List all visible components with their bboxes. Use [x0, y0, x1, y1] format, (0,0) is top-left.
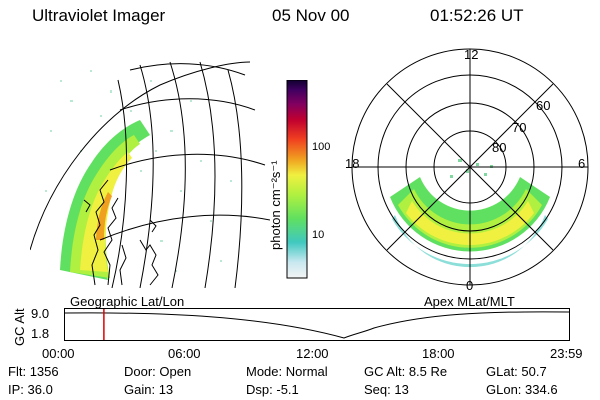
right-panel-label: Apex MLat/MLT [424, 294, 515, 309]
polar-oval-core [406, 201, 534, 245]
polar-grid [351, 48, 589, 286]
status-seq: Seq: 13 [364, 382, 409, 397]
status-gc-alt: GC Alt: 8.5 Re [364, 364, 448, 379]
status-ip: IP: 36.0 [8, 382, 53, 397]
auroral-band-hot [96, 192, 112, 240]
colorbar-tick-100: 100 [312, 141, 331, 153]
orbit-x-tick-1: 06:00 [168, 346, 201, 361]
colorbar [286, 80, 308, 279]
coastlines [83, 179, 159, 286]
lat-lon-grid [99, 61, 270, 288]
orbit-altitude-curve [64, 311, 570, 339]
orbit-y-axis-label: GC Alt [12, 308, 27, 346]
lat-label-60: 60 [536, 98, 551, 113]
status-flt: Flt: 1356 [8, 364, 59, 379]
date-label: 05 Nov 00 [272, 6, 350, 25]
lat-label-80: 80 [492, 140, 507, 155]
geographic-image [30, 61, 270, 288]
time-label: 01:52:26 UT [430, 6, 524, 25]
status-door: Door: Open [124, 364, 192, 379]
status-gain: Gain: 13 [124, 382, 174, 397]
status-dsp: Dsp: -5.1 [246, 382, 299, 397]
orbit-x-tick-4: 23:59 [550, 346, 583, 361]
instrument-title: Ultraviolet Imager [32, 6, 166, 25]
clock-label-right: 6 [578, 156, 586, 171]
orbit-y-tick-high: 9.0 [31, 306, 50, 321]
orbit-y-tick-low: 1.8 [31, 326, 50, 341]
orbit-x-tick-3: 18:00 [422, 346, 455, 361]
status-mode: Mode: Normal [246, 364, 328, 379]
clock-label-bottom: 0 [466, 278, 474, 293]
polar-image [351, 48, 589, 286]
clock-label-top: 12 [464, 47, 479, 62]
left-panel-label: Geographic Lat/Lon [70, 294, 185, 309]
earth-limb [30, 61, 251, 251]
colorbar-tick-10: 10 [312, 229, 325, 241]
orbit-x-tick-0: 00:00 [42, 346, 75, 361]
clock-label-left: 18 [345, 156, 360, 171]
lat-label-70: 70 [512, 120, 527, 135]
orbit-x-tick-2: 12:00 [296, 346, 329, 361]
colorbar-unit-label: photon cm⁻²s⁻¹ [268, 160, 283, 250]
status-glon: GLon: 334.6 [486, 382, 558, 397]
status-glat: GLat: 50.7 [486, 364, 547, 379]
orbit-plot [64, 308, 570, 341]
